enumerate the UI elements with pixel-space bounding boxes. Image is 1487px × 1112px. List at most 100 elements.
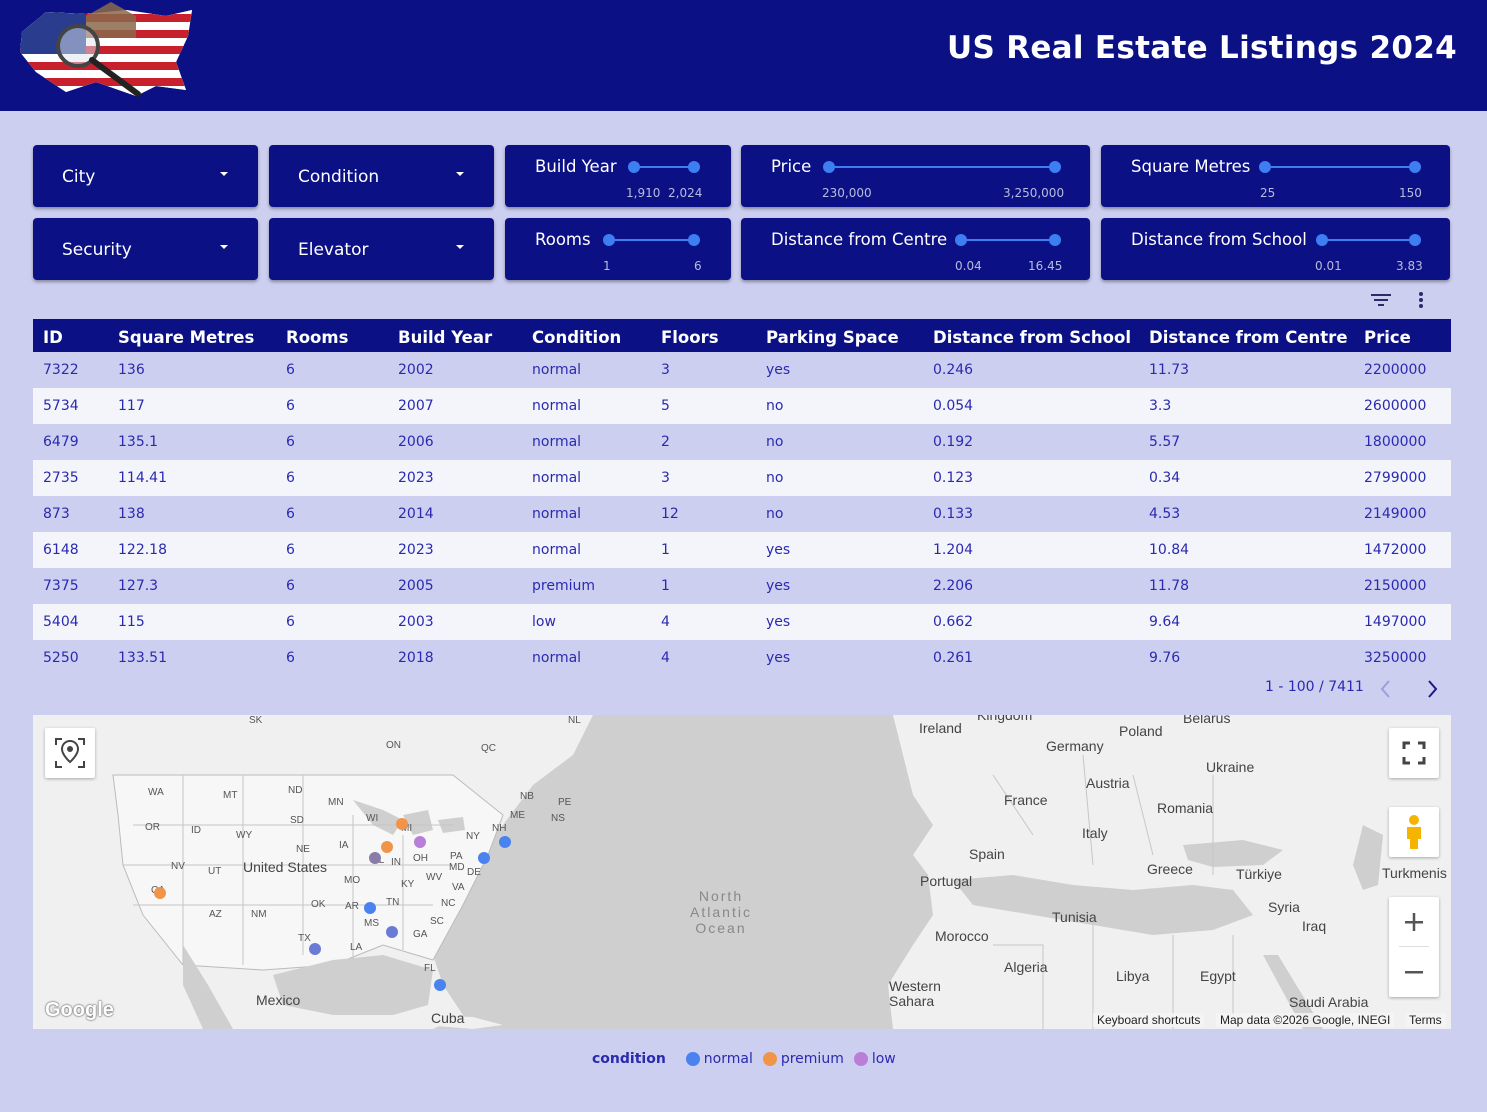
map-label-portugal: Portugal — [920, 873, 973, 889]
map-label-nv: NV — [171, 861, 185, 872]
distance-school-min-handle[interactable] — [1316, 234, 1328, 246]
street-view-pegman-button[interactable] — [1389, 807, 1439, 857]
map-label-ok: OK — [311, 899, 326, 910]
cell-distance-centre: 5.57 — [1149, 434, 1181, 450]
rooms-max-value: 6 — [694, 259, 702, 273]
map-label-nc: NC — [441, 898, 456, 909]
city-dropdown[interactable]: City — [33, 145, 258, 207]
table-row[interactable]: 5404 115 6 2003 low 4 yes 0.662 9.64 1497000 — [33, 604, 1451, 640]
map-marker-mixed[interactable] — [369, 852, 381, 864]
listings-map[interactable]: WAMTNDMNORIDWYSDWIMINEIANVUTMOILINOHCAAZ… — [33, 715, 1451, 1029]
zoom-out-button[interactable] — [1389, 947, 1439, 997]
map-label-mn: MN — [328, 797, 344, 808]
next-page-button[interactable] — [1424, 678, 1440, 700]
build-year-track[interactable] — [634, 166, 694, 168]
map-marker-normal[interactable] — [499, 836, 511, 848]
elevator-dropdown[interactable]: Elevator — [269, 218, 494, 280]
price-max-handle[interactable] — [1049, 161, 1061, 173]
column-header-price[interactable]: Price — [1364, 327, 1411, 347]
table-row[interactable]: 5734 117 6 2007 normal 5 no 0.054 3.3 2600000 — [33, 388, 1451, 424]
distance-centre-min-handle[interactable] — [955, 234, 967, 246]
map-marker-normal[interactable] — [386, 926, 398, 938]
condition-dropdown[interactable]: Condition — [269, 145, 494, 207]
price-track[interactable] — [829, 166, 1055, 168]
rooms-track[interactable] — [609, 239, 694, 241]
map-marker-normal[interactable] — [434, 979, 446, 991]
map-marker-premium[interactable] — [154, 887, 166, 899]
previous-page-button[interactable] — [1378, 678, 1394, 700]
map-label-usa: United States — [243, 859, 328, 875]
keyboard-shortcuts-link[interactable]: Keyboard shortcuts — [1093, 1013, 1205, 1027]
distance-school-max-handle[interactable] — [1409, 234, 1421, 246]
table-row[interactable]: 6148 122.18 6 2023 normal 1 yes 1.204 10.84 14720… — [33, 532, 1451, 568]
legend-item-premium[interactable]: premium — [762, 1051, 844, 1067]
column-header-floors[interactable]: Floors — [661, 327, 719, 347]
table-row[interactable]: 873 138 6 2014 normal 12 no 0.133 4.53 2149000 — [33, 496, 1451, 532]
map-label-ut: UT — [208, 866, 222, 877]
filter-icon[interactable] — [1370, 292, 1392, 308]
column-header-rooms[interactable]: Rooms — [286, 327, 349, 347]
table-row[interactable]: 7375 127.3 6 2005 premium 1 yes 2.206 11.78 21500… — [33, 568, 1451, 604]
cell-parking-space: no — [766, 470, 784, 486]
column-header-distance-school[interactable]: Distance from School — [933, 327, 1131, 347]
square-metres-min-handle[interactable] — [1259, 161, 1271, 173]
column-header-square-metres[interactable]: Square Metres — [118, 327, 255, 347]
cell-build-year: 2023 — [398, 542, 434, 558]
table-row[interactable]: 2735 114.41 6 2023 normal 3 no 0.123 0.34 2799000 — [33, 460, 1451, 496]
zoom-in-button[interactable] — [1389, 897, 1439, 947]
map-marker-normal[interactable] — [478, 852, 490, 864]
map-marker-premium[interactable] — [396, 818, 408, 830]
locate-me-button[interactable] — [45, 728, 95, 778]
cell-id: 5734 — [43, 398, 79, 414]
distance-centre-track[interactable] — [961, 239, 1055, 241]
cell-rooms: 6 — [286, 398, 295, 414]
map-label-syria: Syria — [1268, 899, 1300, 915]
distance-school-track[interactable] — [1322, 239, 1415, 241]
column-header-id[interactable]: ID — [43, 327, 63, 347]
legend-dot-premium — [762, 1052, 777, 1066]
cell-build-year: 2006 — [398, 434, 434, 450]
caret-down-icon — [456, 172, 464, 176]
listings-table: ID Square Metres Rooms Build Year Condit… — [33, 319, 1451, 676]
map-marker-premium[interactable] — [381, 841, 393, 853]
cell-square-metres: 135.1 — [118, 434, 159, 450]
cell-id: 5250 — [43, 650, 79, 666]
distance-centre-max-handle[interactable] — [1049, 234, 1061, 246]
legend-item-normal[interactable]: normal — [685, 1051, 753, 1067]
square-metres-max-handle[interactable] — [1409, 161, 1421, 173]
map-marker-low[interactable] — [414, 836, 426, 848]
rooms-min-handle[interactable] — [603, 234, 615, 246]
map-label-wi: WI — [366, 813, 379, 824]
condition-dropdown-label: Condition — [298, 167, 380, 187]
map-label-ukraine: Ukraine — [1206, 759, 1255, 775]
table-row[interactable]: 5250 133.51 6 2018 normal 4 yes 0.261 9.76 325000… — [33, 640, 1451, 676]
map-label-turkmenis: Turkmenis — [1382, 865, 1447, 881]
cell-distance-school: 0.133 — [933, 506, 974, 522]
legend-label-normal: normal — [703, 1051, 753, 1067]
legend-item-low[interactable]: low — [853, 1051, 896, 1067]
security-dropdown[interactable]: Security — [33, 218, 258, 280]
legend-label-low: low — [871, 1051, 896, 1067]
terms-link[interactable]: Terms — [1405, 1013, 1446, 1027]
price-min-handle[interactable] — [823, 161, 835, 173]
square-metres-track[interactable] — [1271, 166, 1415, 168]
fullscreen-button[interactable] — [1389, 728, 1439, 778]
more-options-icon[interactable] — [1412, 290, 1430, 310]
map-marker-normal[interactable] — [364, 902, 376, 914]
map-marker-normal[interactable] — [309, 943, 321, 955]
column-header-distance-centre[interactable]: Distance from Centre — [1149, 327, 1348, 347]
column-header-build-year[interactable]: Build Year — [398, 327, 493, 347]
map-label-id: ID — [191, 825, 201, 836]
build-year-max-handle[interactable] — [688, 161, 700, 173]
square-metres-max-value: 150 — [1399, 186, 1422, 200]
column-header-parking-space[interactable]: Parking Space — [766, 327, 899, 347]
map-label-nd: ND — [288, 785, 303, 796]
rooms-max-handle[interactable] — [688, 234, 700, 246]
table-row[interactable]: 6479 135.1 6 2006 normal 2 no 0.192 5.57 1800000 — [33, 424, 1451, 460]
map-label-mt: MT — [223, 790, 238, 801]
map-label-germany: Germany — [1046, 738, 1104, 754]
table-row[interactable]: 7322 136 6 2002 normal 3 yes 0.246 11.73 2200000 — [33, 352, 1451, 388]
price-label: Price — [771, 157, 812, 176]
column-header-condition[interactable]: Condition — [532, 327, 622, 347]
build-year-min-handle[interactable] — [628, 161, 640, 173]
